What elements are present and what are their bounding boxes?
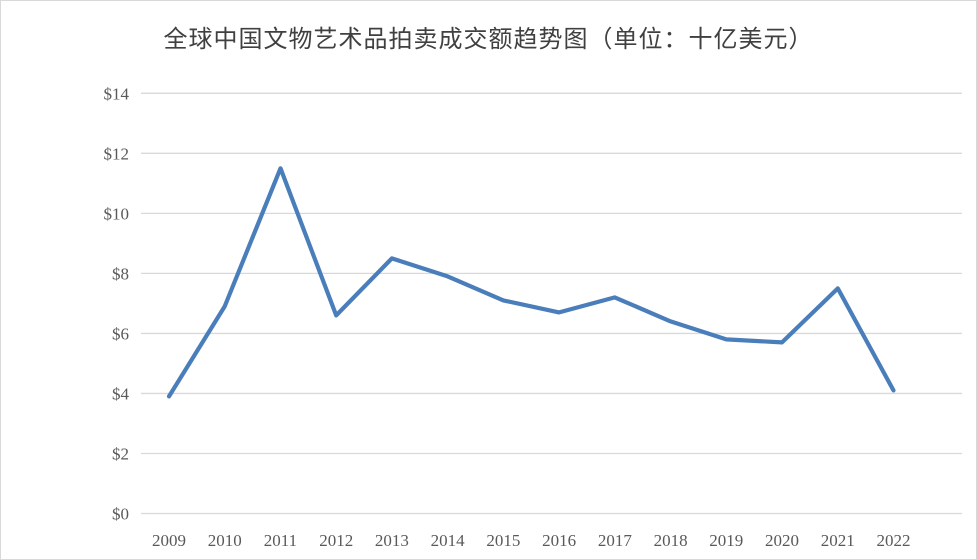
y-axis-tick-label: $12 — [104, 144, 130, 163]
data-line-series — [166, 166, 896, 399]
x-axis-tick-label: 2009 — [152, 531, 186, 550]
x-axis-tick-label: 2016 — [542, 531, 576, 550]
x-axis-tick-label: 2021 — [821, 531, 855, 550]
y-axis-tick-label: $6 — [112, 324, 129, 343]
chart-title: 全球中国文物艺术品拍卖成交额趋势图（单位：十亿美元） — [163, 27, 814, 53]
y-axis-tick-label: $14 — [104, 84, 130, 103]
x-axis-tick-label: 2020 — [765, 531, 799, 550]
x-axis-tick-label: 2012 — [319, 531, 353, 550]
x-axis-tick-label: 2013 — [375, 531, 409, 550]
x-axis-tick-label: 2019 — [709, 531, 743, 550]
x-axis-tick-label: 2018 — [654, 531, 688, 550]
y-axis-tick-label: $10 — [104, 204, 130, 223]
x-axis-tick-label: 2022 — [877, 531, 911, 550]
y-axis-tick-label: $8 — [112, 264, 129, 283]
x-axis-tick-label: 2011 — [264, 531, 297, 550]
y-axis-tick-label: $0 — [112, 505, 129, 524]
x-axis-tick-label: 2015 — [486, 531, 520, 550]
y-axis-tick-label: $2 — [112, 444, 129, 463]
y-axis-tick-label: $4 — [112, 384, 130, 403]
x-axis-tick-label: 2017 — [598, 531, 633, 550]
x-axis-tick-label: 2014 — [431, 531, 466, 550]
x-axis-tick-label: 2010 — [208, 531, 242, 550]
